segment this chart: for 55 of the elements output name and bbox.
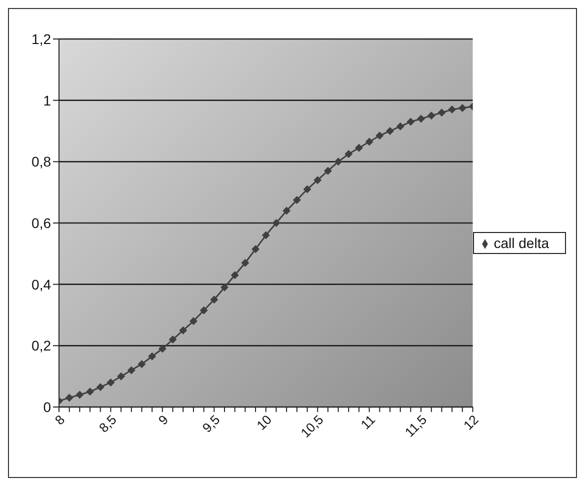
point (179, 326, 188, 334)
x-tick-label: 8 (52, 412, 68, 428)
point (220, 283, 228, 292)
y-tick-label: 0,4 (32, 276, 52, 292)
point (262, 231, 270, 240)
point (86, 388, 94, 396)
point (376, 132, 384, 140)
point (406, 118, 415, 126)
y-tick-label: 0,8 (32, 154, 52, 170)
point (282, 206, 291, 215)
point (210, 296, 218, 304)
point (117, 372, 126, 380)
point (168, 336, 177, 344)
point (314, 176, 322, 184)
x-tick-label: 9,5 (199, 412, 223, 436)
point (200, 306, 208, 314)
y-tick-label: 0,2 (32, 338, 52, 354)
point (127, 366, 136, 374)
point (354, 144, 363, 152)
y-tick-label: 0,6 (32, 214, 52, 231)
point (365, 138, 374, 146)
x-tick-label: 10 (254, 412, 275, 433)
point (189, 317, 198, 326)
point (292, 196, 301, 204)
point (230, 271, 239, 280)
point (138, 360, 146, 368)
point (438, 108, 446, 117)
point (324, 166, 332, 175)
point (417, 114, 426, 123)
point (396, 122, 404, 130)
point (272, 219, 280, 227)
point (65, 394, 74, 402)
point (386, 127, 394, 135)
point (158, 344, 166, 353)
x-tick-label: 11,5 (402, 412, 430, 440)
x-tick-label: 12 (460, 412, 482, 433)
point (427, 112, 436, 120)
point (241, 258, 250, 267)
legend-label: call delta (494, 235, 549, 251)
point (448, 106, 456, 114)
point (344, 150, 353, 158)
y-tick-label: 1,2 (32, 30, 52, 47)
point (96, 383, 104, 392)
x-tick-label: 11 (358, 412, 378, 432)
point (303, 185, 312, 194)
point (148, 352, 156, 360)
point (252, 245, 260, 254)
x-tick-label: 8,5 (96, 412, 120, 436)
point (106, 378, 115, 386)
y-tick-label: 0 (43, 398, 52, 415)
point (334, 158, 342, 166)
y-tick-label: 1 (43, 92, 52, 108)
point (76, 390, 84, 399)
x-tick-label: 9 (155, 412, 172, 428)
point (458, 104, 466, 112)
